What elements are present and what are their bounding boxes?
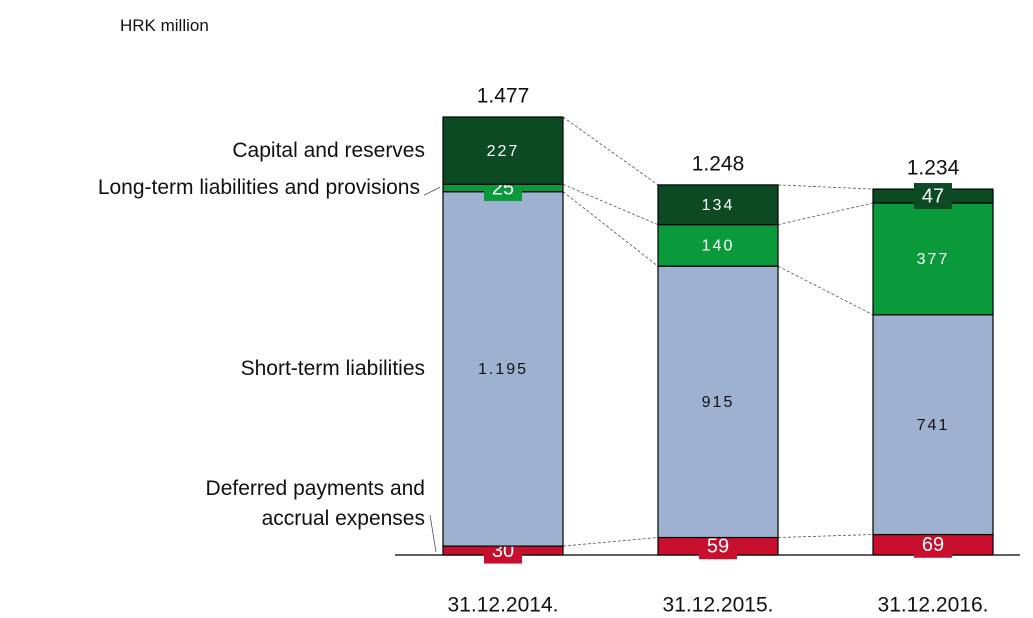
- connector: [562, 537, 659, 547]
- leader: [429, 514, 437, 553]
- series-label: Deferred payments and accrual expenses: [205, 477, 425, 530]
- bar-segment: [872, 314, 994, 536]
- value-label: 227: [487, 143, 520, 160]
- bar-segment: [442, 191, 564, 547]
- bar-segment: [657, 184, 779, 226]
- value-label: 140: [702, 238, 735, 255]
- bar-segment: [442, 116, 564, 185]
- connector: [777, 265, 874, 316]
- series-label: Capital and reserves: [232, 138, 425, 162]
- connector: [777, 202, 874, 226]
- total-label: 1.234: [907, 157, 960, 180]
- value-label: 134: [702, 197, 735, 214]
- value-label: 1.195: [478, 361, 528, 378]
- value-label: 741: [917, 417, 950, 434]
- series-label: Short-term liabilities: [240, 356, 425, 380]
- bar-segment: [657, 265, 779, 539]
- connector: [562, 191, 659, 267]
- label-box: [914, 531, 952, 558]
- leader: [423, 186, 441, 196]
- connector: [562, 116, 659, 186]
- connector: [562, 183, 659, 226]
- total-label: 1.248: [692, 152, 745, 175]
- x-tick-label: 31.12.2016.: [878, 594, 989, 617]
- subtitle: HRK million: [120, 16, 209, 35]
- value-label: 47: [922, 185, 944, 207]
- value-label: 915: [702, 394, 735, 411]
- bar-segment: [872, 202, 994, 316]
- value-label: 69: [922, 534, 944, 556]
- connector: [777, 534, 874, 538]
- bar-segment: [657, 224, 779, 267]
- series-label: Long-term liabilities and provisions: [97, 176, 420, 200]
- label-box: [914, 183, 952, 210]
- total-label: 1.477: [477, 85, 530, 108]
- value-label: 59: [707, 536, 729, 558]
- connector: [777, 184, 874, 190]
- x-tick-label: 31.12.2014.: [448, 594, 559, 617]
- value-label: 377: [917, 251, 950, 268]
- x-tick-label: 31.12.2015.: [663, 594, 774, 617]
